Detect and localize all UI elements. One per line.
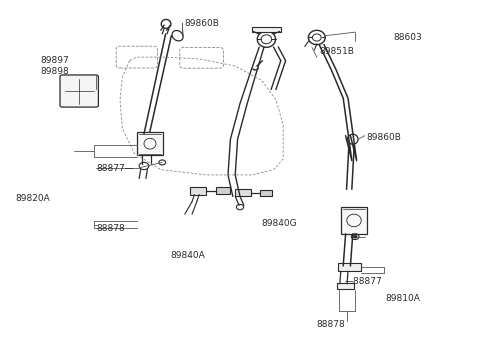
Circle shape — [353, 235, 357, 238]
Text: 88878: 88878 — [317, 320, 346, 329]
Text: 88878: 88878 — [96, 224, 125, 233]
Bar — [337, 283, 354, 289]
Bar — [216, 187, 230, 194]
Text: 89860B: 89860B — [366, 133, 401, 142]
Bar — [235, 189, 251, 196]
Bar — [137, 132, 163, 155]
Text: 89860B: 89860B — [185, 19, 220, 28]
Text: 88877—: 88877— — [96, 164, 134, 174]
FancyBboxPatch shape — [60, 75, 98, 107]
Text: 89851B: 89851B — [319, 47, 354, 56]
Text: 89820A: 89820A — [15, 193, 50, 203]
Bar — [260, 190, 272, 196]
Text: 89810A: 89810A — [385, 293, 420, 303]
Text: 88603: 88603 — [394, 33, 422, 42]
Text: 89897
89898: 89897 89898 — [41, 56, 70, 76]
Text: 89840A: 89840A — [170, 251, 205, 260]
Bar — [190, 187, 206, 195]
Bar — [252, 27, 281, 32]
Bar — [338, 263, 361, 271]
Bar — [341, 207, 367, 234]
Text: —88877: —88877 — [345, 277, 383, 286]
Text: 89840G: 89840G — [262, 218, 297, 228]
